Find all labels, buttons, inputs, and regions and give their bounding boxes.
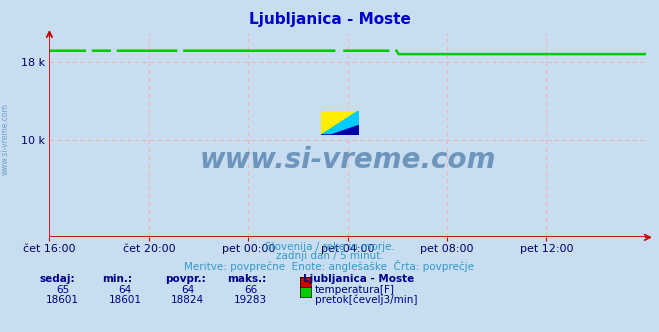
Text: Ljubljanica - Moste: Ljubljanica - Moste [248,12,411,27]
Polygon shape [321,111,358,135]
Text: Meritve: povprečne  Enote: anglešaške  Črta: povprečje: Meritve: povprečne Enote: anglešaške Črt… [185,260,474,272]
Text: 18601: 18601 [109,295,142,305]
Text: 18824: 18824 [171,295,204,305]
Text: www.si-vreme.com: www.si-vreme.com [1,104,10,175]
Text: www.si-vreme.com: www.si-vreme.com [200,146,496,174]
Text: 65: 65 [56,285,69,294]
Polygon shape [321,111,358,135]
Text: povpr.:: povpr.: [165,274,206,284]
Text: 18601: 18601 [46,295,79,305]
Text: Ljubljanica - Moste: Ljubljanica - Moste [303,274,415,284]
Text: 64: 64 [119,285,132,294]
Text: pretok[čevelj3/min]: pretok[čevelj3/min] [315,295,418,305]
Text: 64: 64 [181,285,194,294]
Polygon shape [321,125,358,135]
Text: 66: 66 [244,285,257,294]
Text: maks.:: maks.: [227,274,267,284]
Text: Slovenija / reke in morje.: Slovenija / reke in morje. [264,242,395,252]
Text: min.:: min.: [102,274,132,284]
Text: temperatura[F]: temperatura[F] [315,285,395,294]
Text: sedaj:: sedaj: [40,274,75,284]
Text: zadnji dan / 5 minut.: zadnji dan / 5 minut. [275,251,384,261]
Text: 19283: 19283 [234,295,267,305]
